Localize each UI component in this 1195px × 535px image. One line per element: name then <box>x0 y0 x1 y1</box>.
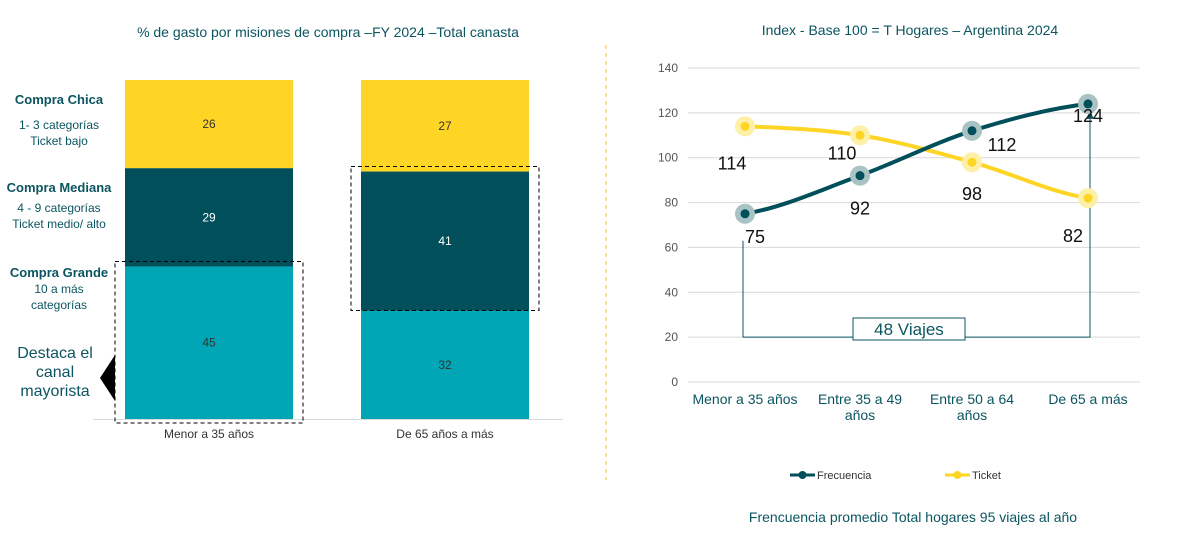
bar-segment <box>125 266 293 419</box>
series-line-frecuencia <box>744 101 1089 216</box>
data-point <box>855 171 865 181</box>
data-label: 92 <box>850 199 870 219</box>
segment-label-title: Compra Mediana <box>7 180 113 195</box>
segment-label-desc: categorías <box>31 298 87 312</box>
data-label: 110 <box>828 143 857 163</box>
data-label: 82 <box>1063 226 1083 246</box>
footnote: Frencuencia promedio Total hogares 95 vi… <box>749 509 1077 525</box>
line-chart-title: Index - Base 100 = T Hogares – Argentina… <box>762 22 1059 38</box>
y-tick-label: 60 <box>665 240 679 254</box>
legend-label: Ticket <box>972 470 1001 482</box>
x-tick-label: años <box>957 407 987 423</box>
bar-segment <box>125 80 293 169</box>
bar-value-label: 41 <box>438 234 452 248</box>
segment-label-desc: 4 - 9 categorías <box>17 201 100 215</box>
bar-value-label: 27 <box>438 119 452 133</box>
callout-text: Destaca el <box>17 345 93 362</box>
data-label: 114 <box>718 153 747 173</box>
legend-marker <box>798 471 807 479</box>
x-tick-label: Entre 35 a 49 <box>818 391 902 407</box>
x-tick-label: Menor a 35 años <box>164 427 254 441</box>
y-tick-label: 120 <box>658 106 678 120</box>
data-label: 75 <box>745 227 765 247</box>
data-point <box>855 130 865 140</box>
y-tick-label: 100 <box>658 151 678 165</box>
data-point <box>740 209 750 219</box>
x-tick-label: años <box>845 407 875 423</box>
data-label: 124 <box>1073 106 1103 126</box>
data-label: 98 <box>962 184 982 204</box>
segment-label-title: Compra Chica <box>15 92 104 107</box>
y-tick-label: 40 <box>665 285 679 299</box>
segment-label-desc: Ticket medio/ alto <box>12 217 106 231</box>
bar-segment <box>361 171 529 311</box>
bar-segment <box>361 310 529 419</box>
y-tick-label: 0 <box>671 375 678 389</box>
bar-value-label: 32 <box>438 358 452 372</box>
data-point <box>967 126 977 136</box>
data-point <box>967 157 977 167</box>
data-label: 112 <box>988 135 1017 155</box>
callout-arrow-icon <box>100 355 115 401</box>
bar-value-label: 26 <box>202 117 216 131</box>
bar-value-label: 45 <box>202 336 216 350</box>
highlight-box <box>114 260 304 424</box>
y-tick-label: 80 <box>665 196 679 210</box>
segment-label-desc: 1- 3 categorías <box>19 118 99 132</box>
annotation-label: 48 Viajes <box>874 320 944 339</box>
legend-marker <box>953 471 962 479</box>
data-point <box>1083 99 1093 109</box>
x-tick-label: Menor a 35 años <box>692 391 797 407</box>
callout-text: canal <box>36 364 74 381</box>
data-point <box>1083 193 1093 203</box>
bar-segment <box>361 80 529 172</box>
x-tick-label: De 65 a más <box>1048 391 1127 407</box>
legend-label: Frecuencia <box>817 470 872 482</box>
series-line-ticket <box>744 124 1089 201</box>
annotation-box <box>852 317 966 341</box>
arrow-head-icon <box>1086 110 1094 119</box>
bar-chart-title: % de gasto por misiones de compra –FY 20… <box>137 24 519 40</box>
segment-label-desc: Ticket bajo <box>30 134 88 148</box>
y-tick-label: 140 <box>658 61 678 75</box>
data-point <box>740 121 750 131</box>
callout-text: mayorista <box>20 383 89 400</box>
segment-label-desc: 10 a más <box>34 282 83 296</box>
segment-label-title: Compra Grande <box>10 265 108 280</box>
bar-value-label: 29 <box>202 210 216 224</box>
highlight-box <box>350 166 540 312</box>
bar-segment <box>125 168 293 267</box>
x-tick-label: Entre 50 a 64 <box>930 391 1014 407</box>
x-tick-label: De 65 años a más <box>396 427 493 441</box>
y-tick-label: 20 <box>665 330 679 344</box>
